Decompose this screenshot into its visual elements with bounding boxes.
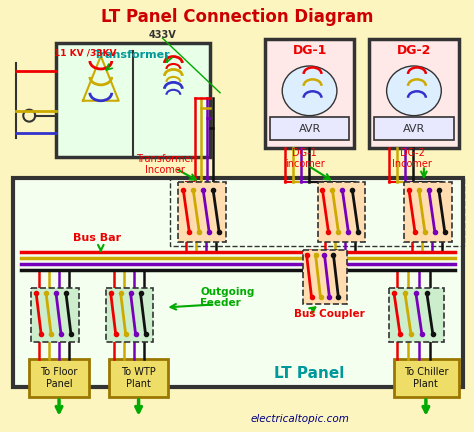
Text: Bus Bar: Bus Bar (73, 233, 121, 243)
Bar (13, 178, 463, 387)
Text: DG-2: DG-2 (397, 44, 431, 57)
Text: DG-2
Incomer: DG-2 Incomer (392, 148, 432, 169)
Bar (109, 359, 168, 397)
Text: LT Panel: LT Panel (274, 366, 345, 381)
Bar (374, 117, 454, 140)
Text: DG-1: DG-1 (292, 44, 327, 57)
Text: AVR: AVR (403, 124, 425, 133)
Bar (106, 288, 154, 342)
Bar (29, 359, 89, 397)
Text: AVR: AVR (299, 124, 321, 133)
Bar (31, 288, 79, 342)
Text: Transformer
Incomer: Transformer Incomer (136, 153, 195, 175)
Text: 11 KV /33KV: 11 KV /33KV (54, 48, 117, 57)
Bar (56, 43, 210, 157)
Bar (404, 182, 452, 242)
Bar (265, 39, 354, 149)
Text: To WTP
Plant: To WTP Plant (121, 367, 156, 389)
Text: To Chiller
Plant: To Chiller Plant (404, 367, 448, 389)
Ellipse shape (282, 66, 337, 116)
Text: LT Panel Connection Diagram: LT Panel Connection Diagram (101, 8, 373, 26)
Text: electricaltopic.com: electricaltopic.com (250, 414, 349, 424)
Bar (369, 39, 459, 149)
Text: DG-1
incomer: DG-1 incomer (285, 148, 325, 169)
Bar (170, 178, 464, 246)
Text: Outgoing
Feeder: Outgoing Feeder (200, 287, 255, 308)
Bar (318, 182, 365, 242)
Bar (178, 182, 226, 242)
Text: Transformer: Transformer (94, 50, 171, 60)
Bar (389, 288, 444, 342)
Ellipse shape (387, 66, 441, 116)
Bar (270, 117, 349, 140)
Text: 433V: 433V (148, 30, 176, 40)
Bar (394, 359, 459, 397)
Bar (302, 250, 347, 305)
Text: To Floor
Panel: To Floor Panel (40, 367, 78, 389)
Text: Bus Coupler: Bus Coupler (294, 309, 365, 319)
